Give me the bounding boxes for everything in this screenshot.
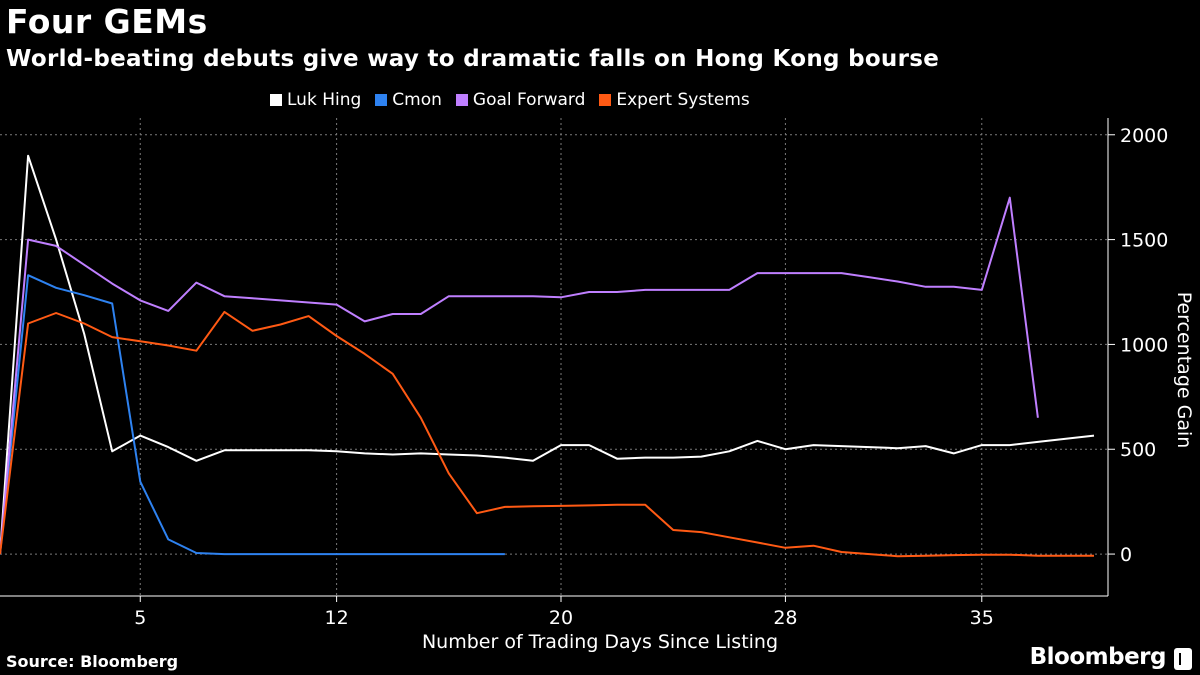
legend-swatch-luk-hing (270, 94, 282, 106)
x-axis-title: Number of Trading Days Since Listing (422, 631, 778, 653)
brand-logo: Bloomberg (1029, 644, 1167, 670)
series-line-luk-hing (0, 154, 1095, 555)
y-axis-title: Percentage Gain (1173, 292, 1195, 449)
chart-subtitle: World-beating debuts give way to dramati… (6, 46, 940, 72)
legend-label-cmon: Cmon (392, 90, 442, 110)
legend: Luk Hing Cmon Goal Forward Expert System… (270, 90, 750, 110)
axes: 0 500 1000 1500 2000 5 12 20 28 35 (0, 118, 1168, 629)
series-line-cmon (0, 274, 505, 556)
y-tick-label-500: 500 (1120, 439, 1156, 461)
legend-label-goal-forward: Goal Forward (472, 90, 586, 110)
x-tick-label-28: 28 (773, 607, 797, 629)
bloomberg-terminal-icon (1174, 648, 1192, 670)
x-tick-label-20: 20 (549, 607, 573, 629)
legend-item-cmon: Cmon (375, 90, 442, 110)
legend-item-luk-hing: Luk Hing (270, 90, 361, 110)
series-line-goal-forward (0, 196, 1039, 555)
chart-title: Four GEMs (6, 2, 208, 41)
x-tick-label-5: 5 (134, 607, 146, 629)
legend-item-expert-systems: Expert Systems (599, 90, 750, 110)
legend-item-goal-forward: Goal Forward (455, 90, 586, 110)
x-tick-label-12: 12 (325, 607, 349, 629)
series-layer (0, 154, 1095, 558)
legend-swatch-cmon (375, 94, 388, 106)
series-line-expert-systems (0, 310, 1094, 558)
legend-swatch-expert-systems (599, 94, 612, 106)
legend-label-expert-systems: Expert Systems (616, 90, 750, 110)
source-note: Source: Bloomberg (6, 652, 179, 671)
y-tick-label-1000: 1000 (1120, 334, 1168, 356)
legend-label-luk-hing: Luk Hing (287, 90, 362, 110)
x-tick-label-35: 35 (970, 607, 994, 629)
y-tick-label-0: 0 (1120, 544, 1132, 566)
y-tick-label-2000: 2000 (1120, 125, 1168, 147)
legend-swatch-goal-forward (455, 94, 468, 106)
y-tick-label-1500: 1500 (1120, 230, 1168, 252)
grid-lines (0, 118, 1108, 596)
